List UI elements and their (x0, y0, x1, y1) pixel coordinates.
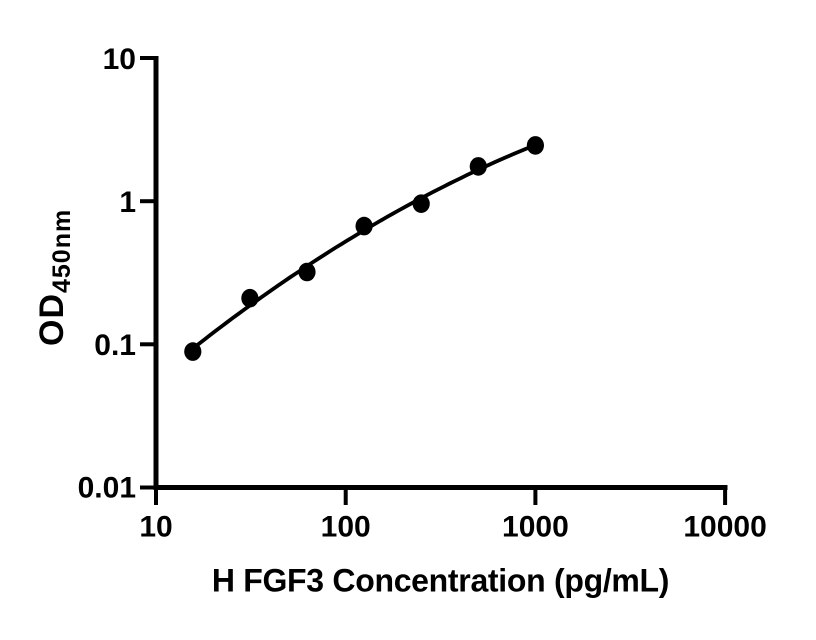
data-point-6 (469, 157, 487, 176)
y-axis-title-main: OD (33, 293, 71, 346)
x-tick-label-1000: 1000 (502, 511, 569, 544)
x-axis-title: H FGF3 Concentration (pg/mL) (212, 563, 669, 599)
y-tick-label-0.01: 0.01 (78, 472, 136, 505)
axis-labels: 10 1 0.1 0.01 10 100 1000 10000 H FGF3 C… (33, 43, 767, 599)
data-point-2 (241, 288, 259, 308)
y-axis-title: OD450nm (33, 209, 76, 346)
x-tick-label-10000: 10000 (683, 511, 766, 544)
data-point-1 (184, 342, 202, 361)
data-point-4 (355, 216, 373, 236)
x-tick-label-10: 10 (139, 511, 172, 544)
data-point-3 (298, 262, 316, 282)
plot-geometry (140, 56, 728, 505)
fit-curve (190, 143, 538, 351)
x-tick-label-100: 100 (321, 511, 371, 544)
data-point-5 (412, 194, 430, 213)
y-axis-title-subscript: 450nm (48, 209, 76, 293)
y-tick-label-0.1: 0.1 (94, 329, 136, 362)
data-point-7 (526, 136, 545, 155)
y-tick-label-10: 10 (103, 43, 136, 76)
y-tick-label-1: 1 (119, 186, 136, 219)
